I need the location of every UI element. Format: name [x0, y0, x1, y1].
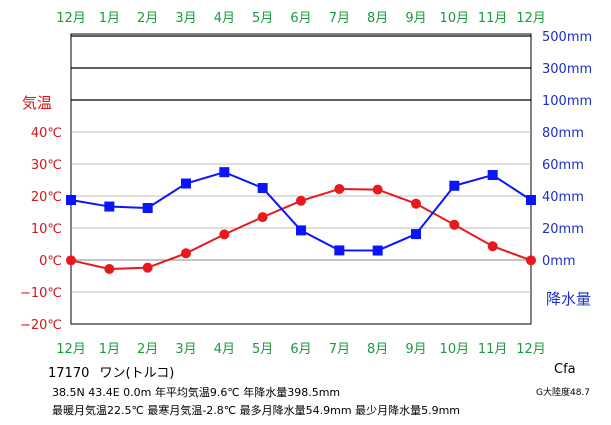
temperature-tick-label: 20℃: [31, 190, 62, 205]
precipitation-point: [142, 203, 153, 213]
month-label-top: 1月: [99, 11, 120, 26]
precipitation-point: [487, 170, 498, 181]
precipitation-point: [372, 245, 383, 256]
month-label-bottom: 1月: [99, 342, 120, 357]
month-label-top: 11月: [478, 11, 508, 26]
precipitation-tick-label: 500mm: [542, 30, 592, 45]
precipitation-point: [334, 245, 345, 256]
month-label-bottom: 12月: [516, 342, 546, 357]
month-label-bottom: 11月: [478, 342, 508, 357]
precipitation-point: [219, 167, 230, 178]
temperature-tick-label: 40℃: [31, 126, 62, 141]
month-label-bottom: 3月: [175, 342, 196, 357]
station-summary-1: 38.5N 43.4E 0.0m 年平均気温9.6℃ 年降水量398.5mm: [52, 386, 341, 399]
month-label-top: 10月: [440, 11, 470, 26]
precipitation-tick-label: 80mm: [542, 126, 584, 141]
temperature-point: [181, 248, 191, 259]
month-label-top: 9月: [405, 11, 426, 26]
plot-frame: [70, 33, 532, 325]
station-id: 17170: [48, 366, 90, 381]
temperature-point: [334, 183, 345, 194]
temperature-point: [526, 255, 536, 266]
temperature-point: [372, 184, 383, 195]
station-id-name: 17170 ワン(トルコ): [48, 362, 174, 381]
month-label-top: 7月: [329, 11, 350, 26]
month-label-bottom: 8月: [367, 342, 388, 357]
precipitation-tick-label: 0mm: [542, 254, 576, 269]
month-label-bottom: 12月: [56, 342, 86, 357]
temperature-point: [487, 241, 498, 252]
precipitation-tick-label: 300mm: [542, 62, 592, 77]
temperature-axis-label: 気温: [22, 94, 52, 112]
precipitation-point: [296, 225, 306, 236]
temperature-tick-label: −20℃: [20, 318, 62, 333]
precipitation-point: [449, 180, 460, 191]
temperature-point: [296, 195, 306, 206]
month-label-top: 2月: [137, 11, 158, 26]
temperature-point: [411, 198, 421, 209]
station-name: ワン(トルコ): [99, 366, 175, 381]
month-label-bottom: 4月: [214, 342, 235, 357]
month-label-bottom: 2月: [137, 342, 158, 357]
temperature-tick-label: 30℃: [31, 158, 62, 173]
koppen-class: Cfa: [554, 362, 576, 377]
month-label-top: 12月: [516, 11, 546, 26]
month-label-bottom: 10月: [440, 342, 470, 357]
precipitation-tick-label: 100mm: [542, 94, 592, 109]
series-line: [70, 171, 532, 252]
temperature-point: [219, 229, 230, 240]
precipitation-point: [181, 178, 191, 189]
precipitation-point: [66, 195, 76, 205]
temperature-tick-label: 10℃: [31, 222, 62, 237]
temperature-point: [257, 212, 268, 223]
precipitation-point: [411, 229, 421, 240]
month-label-top: 4月: [214, 11, 235, 26]
month-label-bottom: 6月: [290, 342, 311, 357]
month-label-bottom: 5月: [252, 342, 273, 357]
temperature-point: [449, 219, 460, 230]
continentality: G大陸度48.7: [536, 388, 591, 398]
precipitation-tick-label: 40mm: [542, 190, 584, 205]
temperature-point: [66, 255, 76, 266]
temperature-point: [142, 262, 153, 273]
precipitation-tick-label: 20mm: [542, 222, 584, 237]
precipitation-point: [257, 183, 268, 193]
month-label-top: 6月: [290, 11, 311, 26]
month-label-top: 8月: [367, 11, 388, 26]
precipitation-point: [526, 195, 536, 205]
month-label-top: 12月: [56, 11, 86, 26]
precipitation-tick-label: 60mm: [542, 158, 584, 173]
temperature-tick-label: 0℃: [39, 254, 62, 269]
month-label-bottom: 7月: [329, 342, 350, 357]
month-label-bottom: 9月: [405, 342, 426, 357]
temperature-point: [104, 263, 115, 274]
month-label-top: 5月: [252, 11, 273, 26]
precipitation-axis-label: 降水量: [546, 290, 591, 308]
month-label-top: 3月: [175, 11, 196, 26]
precipitation-point: [104, 201, 115, 212]
temperature-tick-label: −10℃: [20, 286, 62, 301]
station-summary-2: 最暖月気温22.5℃ 最寒月気温-2.8℃ 最多月降水量54.9mm 最少月降水…: [52, 404, 460, 417]
